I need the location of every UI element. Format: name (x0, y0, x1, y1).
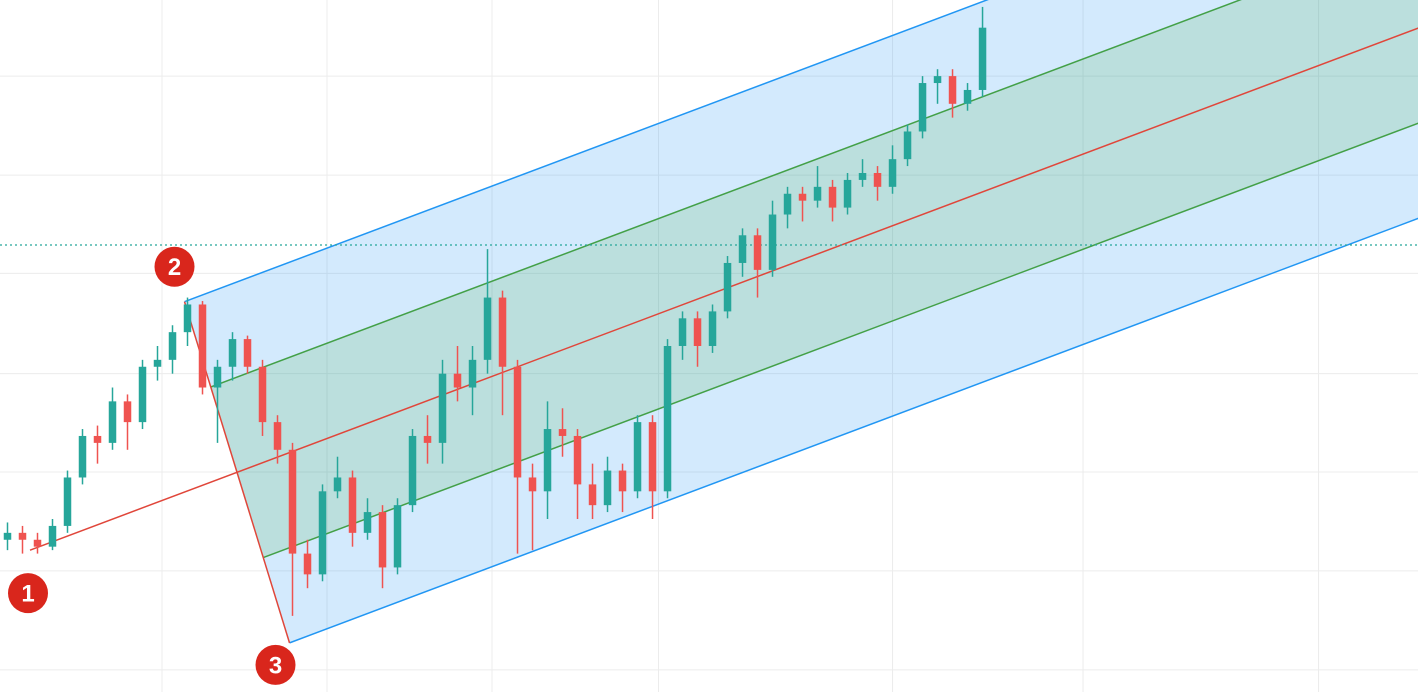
candle-body (333, 477, 342, 492)
candle-body (438, 373, 447, 443)
candle-body (933, 76, 942, 84)
candle-body (648, 422, 657, 492)
candle-body (18, 532, 27, 540)
candle-body (243, 339, 252, 367)
candle-body (78, 435, 87, 478)
candle-body (618, 470, 627, 492)
candle-body (183, 304, 192, 333)
candle-body (678, 318, 687, 346)
candle-body (663, 346, 672, 492)
candle-body (453, 373, 462, 388)
inner-channel-fill (210, 0, 1418, 558)
candle-body (153, 359, 162, 367)
candle-body (48, 525, 57, 547)
candle-body (558, 429, 567, 436)
candle-body (273, 422, 282, 450)
candle-body (963, 89, 972, 104)
candle-body (768, 214, 777, 270)
candle-body (378, 512, 387, 568)
candle-body (573, 435, 582, 485)
candle-body (603, 470, 612, 506)
candle-body (363, 512, 372, 533)
candle-body (123, 401, 132, 423)
candle-body (3, 532, 12, 540)
point-label: 1 (21, 581, 34, 608)
candle-body (168, 332, 177, 360)
candle-body (753, 235, 762, 270)
candle-body (198, 304, 207, 388)
point-marker (255, 644, 296, 685)
candle-body (903, 131, 912, 160)
outer-channel-fill (184, 0, 1418, 643)
candle-body (288, 449, 297, 554)
candle-body (228, 339, 237, 367)
candle-body (543, 429, 552, 492)
candle-body (423, 435, 432, 443)
candle-body (468, 359, 477, 388)
candle-body (483, 297, 492, 360)
candle-body (843, 179, 852, 208)
inner-line (210, 0, 1242, 388)
point-label: 3 (269, 652, 282, 679)
point-label: 2 (168, 254, 181, 281)
point-marker (154, 246, 195, 287)
candle-body (948, 76, 957, 104)
candle-body (93, 435, 102, 443)
candle-body (108, 401, 117, 443)
candle-body (873, 173, 882, 187)
candle-body (828, 186, 837, 208)
candle-body (318, 491, 327, 575)
candle-body (528, 477, 537, 492)
candle-body (303, 553, 312, 575)
candle-body (738, 235, 747, 263)
candle-body (798, 193, 807, 201)
candle-body (513, 366, 522, 478)
candle-body (348, 477, 357, 533)
candle-body (258, 366, 267, 423)
candle-body (213, 366, 222, 388)
candle-body (693, 318, 702, 346)
candle-body (498, 297, 507, 367)
point-marker (8, 573, 49, 614)
candle-body (813, 186, 822, 201)
candle-body (708, 311, 717, 346)
candle-body (888, 159, 897, 187)
outer-line (289, 217, 1418, 644)
candle-body (978, 27, 987, 90)
candle-body (588, 484, 597, 506)
candle-body (918, 83, 927, 132)
candle-body (393, 505, 402, 568)
candle-body (33, 539, 42, 547)
candle-body (633, 422, 642, 492)
candle-body (858, 173, 867, 180)
outer-line (184, 0, 989, 303)
candle-body (408, 435, 417, 506)
inner-line (262, 122, 1418, 559)
candle-body (783, 193, 792, 215)
candle-body (138, 366, 147, 423)
candle-body (63, 477, 72, 526)
candle-body (723, 262, 732, 312)
